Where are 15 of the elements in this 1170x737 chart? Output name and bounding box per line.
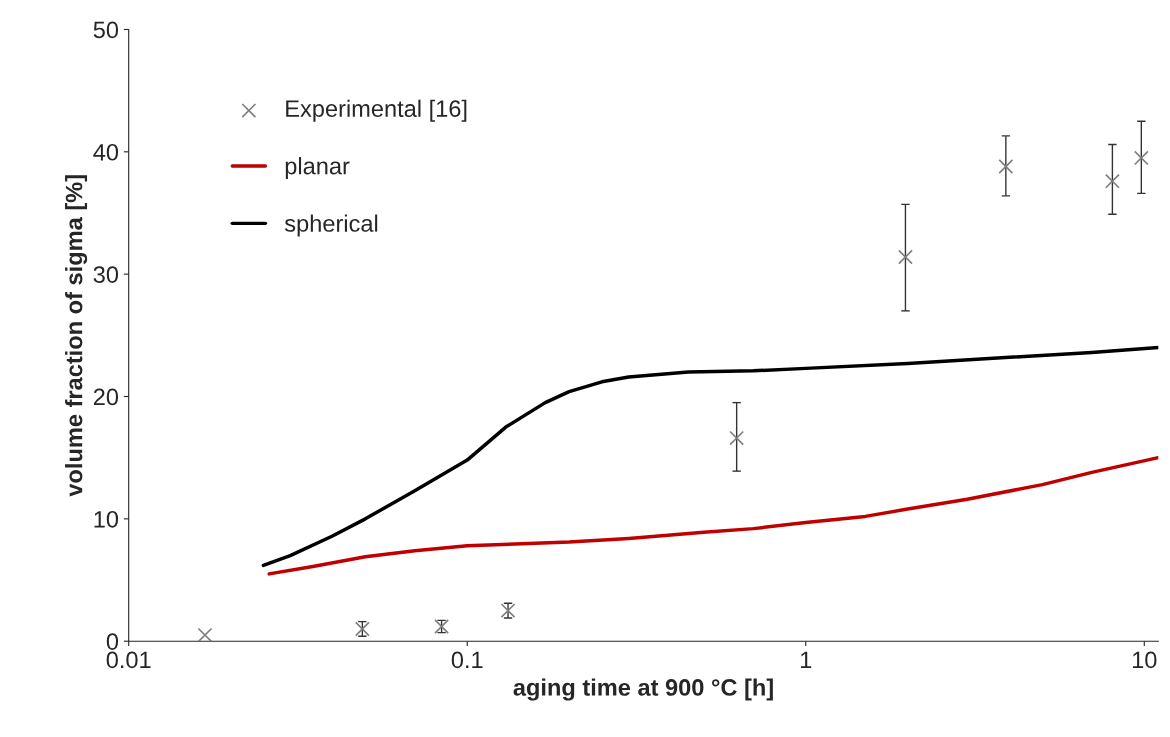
x-axis-title: aging time at 900 °C [h]	[513, 678, 773, 701]
y-tick-label: 10	[94, 510, 119, 528]
y-axis-title: volume fraction of sigma [%]	[65, 175, 88, 497]
y-tick-label: 0	[106, 633, 119, 650]
y-tick-label: 40	[93, 143, 119, 161]
legend-label: planar	[285, 157, 350, 180]
x-tick-label: 0.1	[451, 651, 483, 669]
x-tick-label: 1	[800, 651, 812, 669]
x-tick-label: 10	[1132, 651, 1157, 669]
legend-label: Experimental [16]	[286, 99, 467, 122]
y-tick-label: 30	[93, 266, 119, 283]
y-tick-label: 20	[93, 388, 119, 406]
legend-label: spherical	[284, 214, 378, 237]
y-tick-label: 50	[93, 21, 119, 39]
x-tick-label: 0.01	[106, 651, 151, 669]
